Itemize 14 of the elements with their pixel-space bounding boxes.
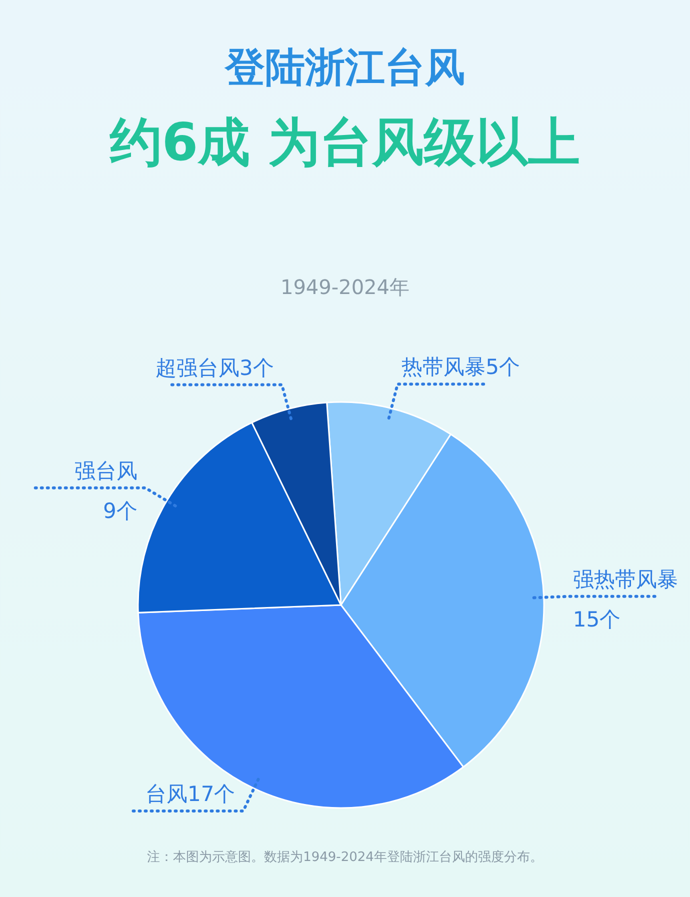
data-label: 3个 [240, 356, 274, 380]
chart-subtitle: 约6成 为台风级以上 [108, 112, 582, 175]
data-label: 15个 [572, 607, 621, 632]
data-label: 9个 [102, 498, 138, 523]
chart-title: 登陆浙江台风 [223, 44, 466, 93]
slice-label: 台风 [146, 782, 188, 806]
slice-label: 强台风 [74, 458, 138, 483]
text: 1949-2024年 [279, 274, 410, 301]
slice-label: 超强台风 [156, 356, 240, 380]
data-label: 17个 [188, 782, 236, 806]
text: 注：本图为示意图。数据为1949-2024年登陆浙江台风的强度分布。 [146, 849, 544, 866]
slice-label: 热带风暴 [402, 355, 486, 380]
slice-label: 强热带风暴 [572, 567, 678, 592]
data-label: 5个 [486, 355, 520, 380]
